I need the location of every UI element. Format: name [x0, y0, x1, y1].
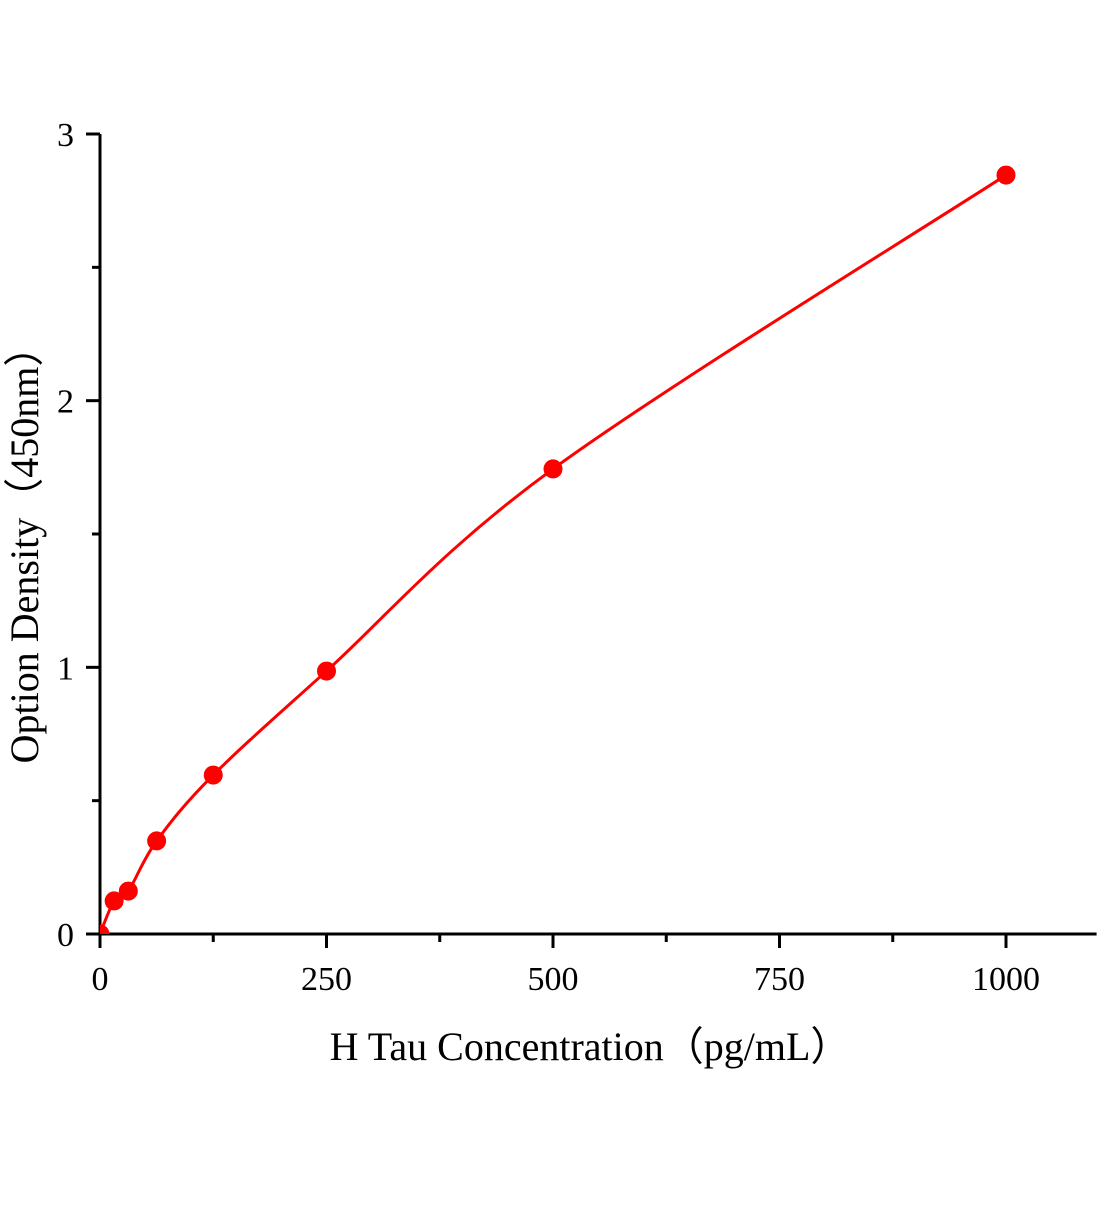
y-tick-label: 0: [57, 917, 74, 954]
data-point: [203, 765, 223, 785]
data-point: [104, 891, 124, 911]
x-tick-label: 750: [754, 961, 805, 998]
x-tick-label: 1000: [972, 961, 1040, 998]
y-tick-label: 1: [57, 650, 74, 687]
x-tick-label: 500: [528, 961, 579, 998]
fit-curve-line: [100, 173, 1007, 934]
data-point: [147, 831, 167, 851]
y-tick-label: 3: [57, 117, 74, 154]
x-tick-label: 0: [92, 961, 109, 998]
data-point: [996, 165, 1016, 185]
data-point: [543, 459, 563, 479]
data-point: [317, 661, 336, 681]
data-point: [100, 924, 110, 934]
data-point: [118, 881, 138, 901]
x-tick-label: 250: [301, 961, 352, 998]
y-tick-label: 2: [57, 384, 74, 421]
x-axis-label: H Tau Concentration（pg/mL）: [330, 1024, 851, 1069]
y-axis-label: Option Density（450nm）: [2, 327, 47, 764]
